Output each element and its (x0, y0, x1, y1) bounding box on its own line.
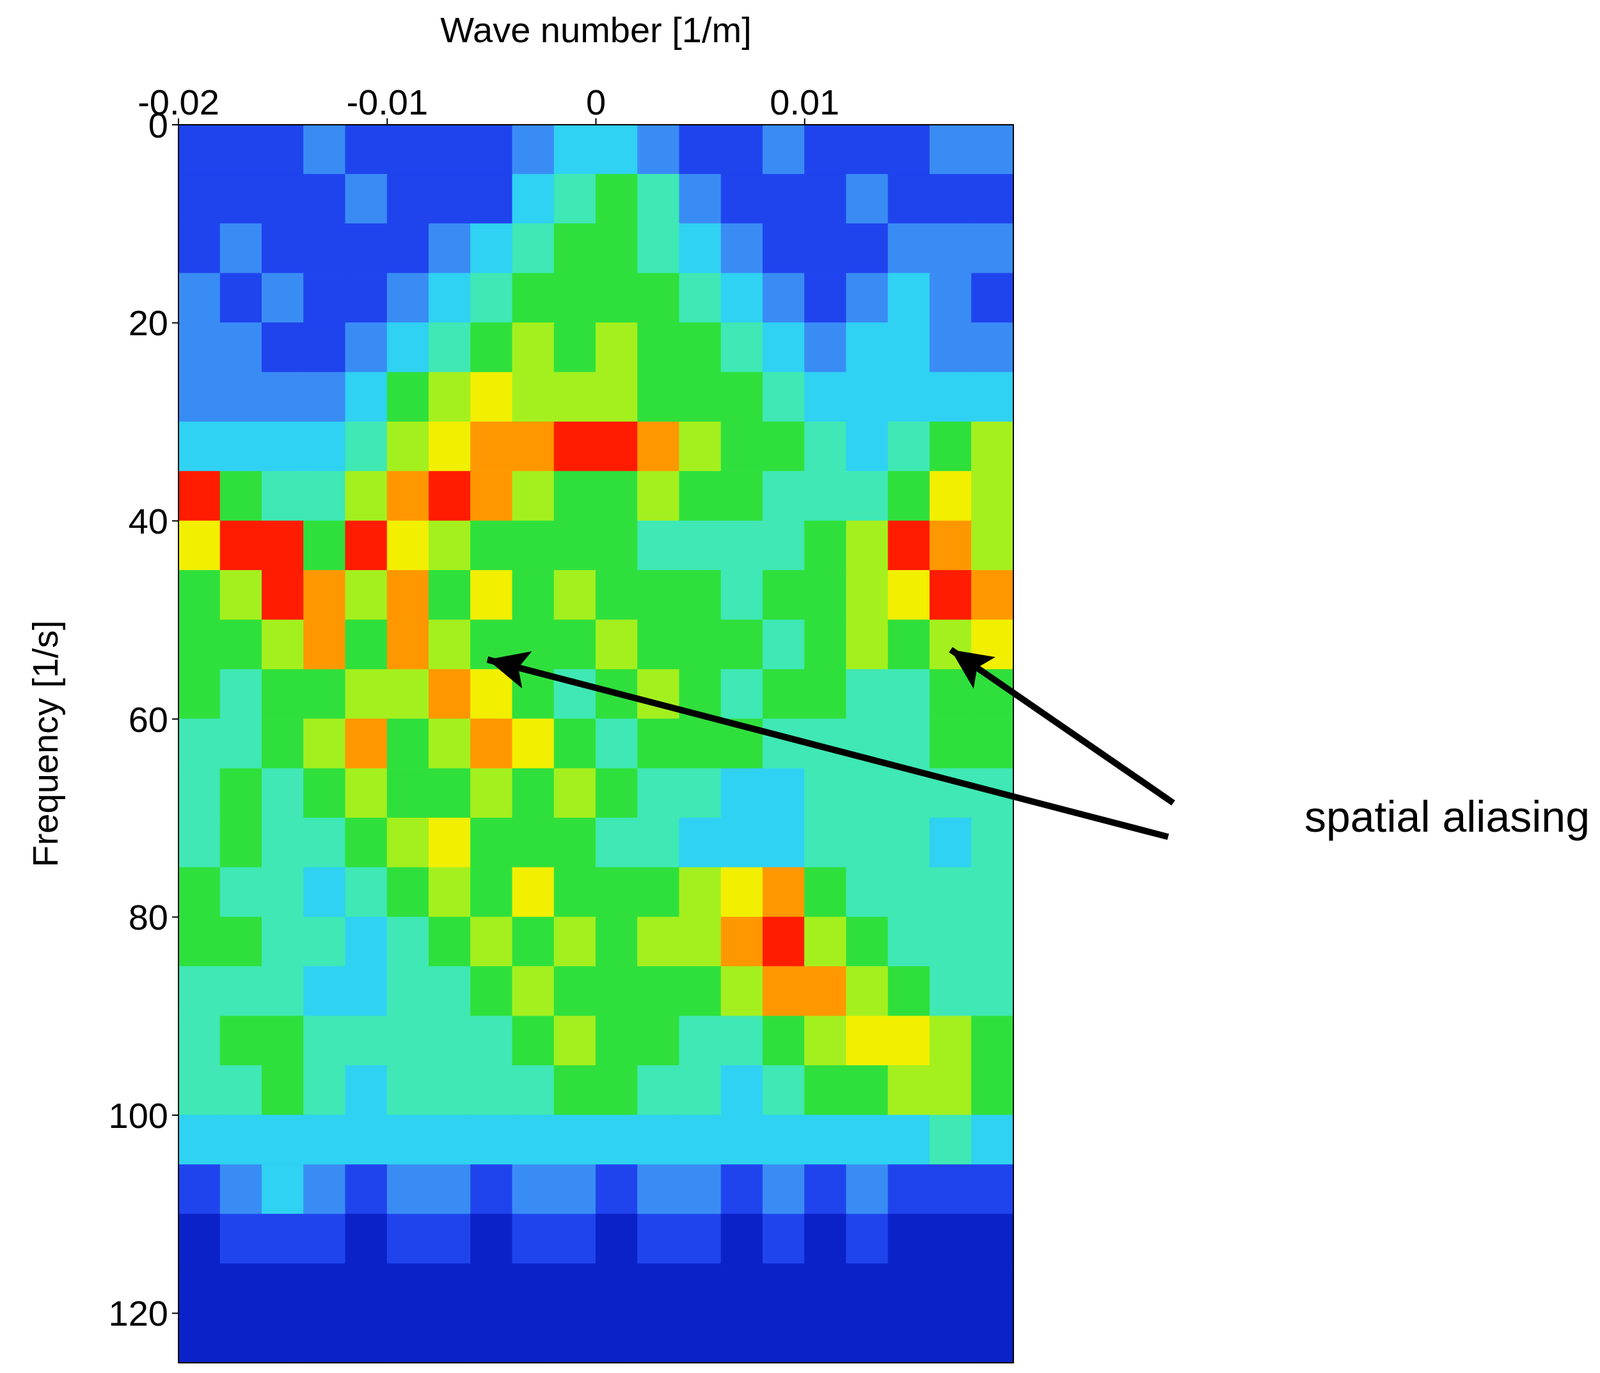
svg-text:100: 100 (108, 1095, 169, 1136)
svg-text:0: 0 (148, 104, 169, 146)
svg-text:80: 80 (128, 896, 169, 938)
svg-text:Wave number [1/m]: Wave number [1/m] (440, 9, 752, 50)
svg-text:Frequency [1/s]: Frequency [1/s] (24, 620, 66, 868)
svg-text:60: 60 (128, 699, 169, 740)
svg-text:spatial aliasing: spatial aliasing (1304, 792, 1590, 841)
svg-text:-0.02: -0.02 (137, 81, 220, 123)
svg-text:0: 0 (586, 81, 606, 123)
svg-text:20: 20 (128, 302, 169, 343)
svg-text:40: 40 (128, 500, 169, 542)
svg-text:-0.01: -0.01 (346, 81, 428, 123)
svg-text:120: 120 (108, 1292, 169, 1334)
svg-text:0.01: 0.01 (769, 81, 840, 123)
